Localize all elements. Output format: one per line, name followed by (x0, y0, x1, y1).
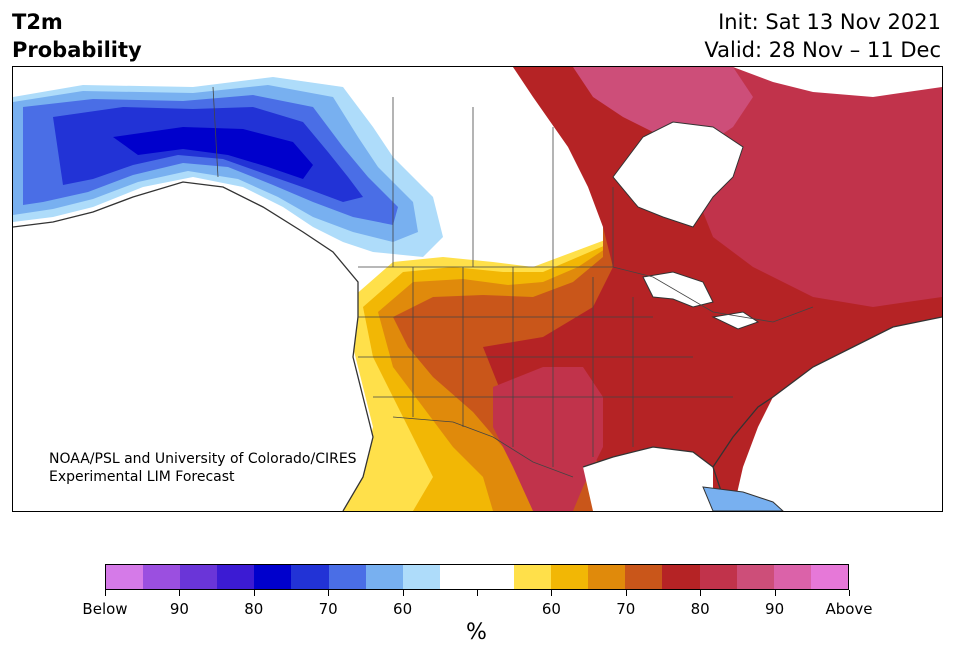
colorbar-bin (106, 565, 144, 589)
colorbar-tick (179, 590, 181, 596)
valid-dates: Valid: 28 Nov – 11 Dec (704, 38, 941, 62)
colorbar-bin (180, 565, 218, 589)
colorbar-bin (328, 565, 366, 589)
colorbar-tick (253, 590, 255, 596)
colorbar-ticks (105, 590, 850, 598)
colorbar-bin (551, 565, 589, 589)
caribbean-cool (702, 486, 784, 511)
pacific-ocean (13, 182, 373, 511)
political-borders (212, 86, 814, 478)
title-left: T2m Probability (12, 8, 142, 64)
colorbar-bin (588, 565, 626, 589)
colorbar-tick-label: 60 (541, 600, 561, 618)
colorbar-tick (700, 590, 702, 596)
colorbar-tick-label: Above (825, 600, 873, 618)
title-right: Init: Sat 13 Nov 2021 Valid: 28 Nov – 11… (704, 8, 941, 64)
west-coast (13, 181, 374, 511)
variable-title: T2m (12, 10, 63, 34)
product-title: Probability (12, 38, 142, 62)
credit-line-2: Experimental LIM Forecast (49, 469, 235, 485)
colorbar-tick (328, 590, 330, 596)
east-coast (712, 316, 942, 468)
colorbar-tick-label: Below (82, 600, 128, 618)
gulf-coast (582, 446, 724, 498)
colorbar-tick-label: 80 (690, 600, 710, 618)
colorbar-tick-label: 80 (244, 600, 264, 618)
state-borders (358, 267, 733, 467)
colorbar-tick-label: 90 (765, 600, 785, 618)
colorbar-bin (217, 565, 255, 589)
units-label: % (466, 620, 487, 645)
warm-region-85 (493, 367, 603, 511)
colorbar-bin (810, 565, 848, 589)
credit-line-1: NOAA/PSL and University of Colorado/CIRE… (49, 451, 357, 467)
gulf-of-mexico (583, 447, 713, 511)
colorbar-bin (662, 565, 700, 589)
arctic-white (733, 67, 942, 97)
forecast-map (12, 66, 943, 512)
colorbar-tick (551, 590, 553, 596)
colorbar-bin (365, 565, 403, 589)
colorbar-bin (625, 565, 663, 589)
colorbar-bin (736, 565, 774, 589)
colorbar-bin (291, 565, 329, 589)
colorbar-tick (105, 590, 106, 596)
us-mexico-border (392, 416, 574, 478)
colorbar-tick-label: 60 (393, 600, 413, 618)
colorbar-bin (143, 565, 181, 589)
coastlines (13, 181, 942, 511)
map-svg (13, 67, 942, 511)
credit: NOAA/PSL and University of Colorado/CIRE… (49, 450, 357, 486)
colorbar-tick (477, 590, 478, 596)
atlantic-ocean (733, 317, 942, 511)
cold-region-core (113, 127, 313, 179)
colorbar-bin (402, 565, 440, 589)
colorbar-tick (774, 590, 776, 596)
colorbar-bin (699, 565, 737, 589)
colorbar-tick-label: 90 (169, 600, 189, 618)
colorbar-tick-label: 70 (616, 600, 636, 618)
alaska-border (212, 86, 219, 178)
colorbar-bin (476, 565, 515, 589)
hudson-bay (612, 121, 744, 228)
colorbar-bin (254, 565, 292, 589)
province-borders (392, 97, 614, 267)
colorbar-bin (439, 565, 477, 589)
colorbar-tick (849, 590, 850, 596)
colorbar-tick (625, 590, 627, 596)
colorbar (105, 564, 849, 590)
colorbar-bin (514, 565, 552, 589)
colorbar-tick-label: 70 (318, 600, 338, 618)
colorbar-tick (402, 590, 404, 596)
init-date: Init: Sat 13 Nov 2021 (718, 10, 941, 34)
colorbar-bin (773, 565, 811, 589)
cold-region-strong (53, 107, 363, 202)
us-canada-border (358, 266, 814, 323)
